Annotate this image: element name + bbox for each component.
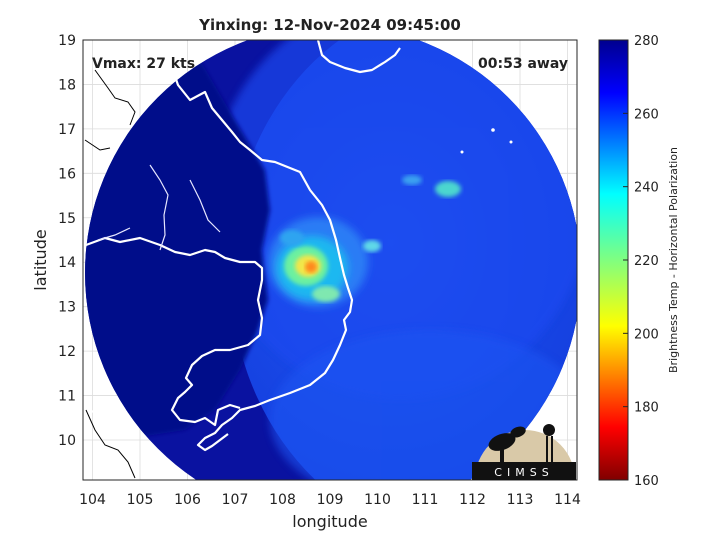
y-tick-label: 10 bbox=[58, 433, 76, 449]
y-tick-label: 15 bbox=[58, 211, 76, 227]
x-axis-label: longitude bbox=[292, 512, 367, 531]
y-axis-label: latitude bbox=[31, 229, 50, 290]
x-tick-labels: 104 105 106 107 108 109 110 111 112 113 114 bbox=[79, 492, 581, 508]
y-tick-label: 11 bbox=[58, 389, 76, 405]
colorbar-label: Brightness Temp - Horizontal Polarizatio… bbox=[667, 147, 680, 373]
y-tick-label: 18 bbox=[58, 77, 76, 93]
cimss-logo: CIMSS bbox=[472, 424, 576, 480]
y-tick-labels: 19 18 17 16 15 14 13 12 11 10 bbox=[58, 33, 76, 449]
satellite-dish-icon bbox=[488, 426, 526, 462]
x-tick-label: 107 bbox=[222, 492, 249, 508]
x-tick-label: 114 bbox=[554, 492, 581, 508]
y-tick-label: 16 bbox=[58, 166, 76, 182]
colorbar-tick-label: 260 bbox=[634, 107, 659, 122]
y-tick-label: 14 bbox=[58, 255, 76, 271]
x-tick-label: 112 bbox=[459, 492, 486, 508]
x-tick-label: 109 bbox=[317, 492, 344, 508]
colorbar-tick-label: 160 bbox=[634, 474, 659, 489]
map-plot-area bbox=[83, 40, 577, 480]
colorbar-tick-label: 220 bbox=[634, 254, 659, 269]
chart-title: Yinxing: 12-Nov-2024 09:45:00 bbox=[198, 16, 461, 34]
x-tick-label: 108 bbox=[269, 492, 296, 508]
y-tick-label: 19 bbox=[58, 33, 76, 49]
colorbar-tick-label: 180 bbox=[634, 401, 659, 416]
y-tick-label: 13 bbox=[58, 300, 76, 316]
y-tick-label: 12 bbox=[58, 344, 76, 360]
island-markers bbox=[460, 128, 513, 154]
colorbar-tick-label: 280 bbox=[634, 34, 659, 49]
x-tick-label: 111 bbox=[412, 492, 439, 508]
x-tick-label: 113 bbox=[507, 492, 534, 508]
colorbar-tick-labels: 280 260 240 220 200 180 160 bbox=[623, 34, 659, 489]
storm-convection bbox=[268, 175, 461, 307]
colorbar: 280 260 240 220 200 180 160 Brightness Temp - … bbox=[598, 34, 680, 489]
x-tick-label: 104 bbox=[79, 492, 106, 508]
vmax-label: Vmax: 27 kts bbox=[92, 56, 195, 72]
x-tick-label: 105 bbox=[127, 492, 154, 508]
time-away-label: 00:53 away bbox=[478, 56, 568, 72]
y-tick-label: 17 bbox=[58, 122, 76, 138]
axes-frame bbox=[82, 39, 578, 481]
x-tick-label: 106 bbox=[174, 492, 201, 508]
interior-borders bbox=[97, 164, 221, 251]
coastline bbox=[83, 40, 401, 452]
water-tower-icon bbox=[543, 424, 555, 462]
colorbar-tick-label: 200 bbox=[634, 327, 659, 342]
cimss-logo-text: CIMSS bbox=[494, 466, 553, 479]
colorbar-tick-label: 240 bbox=[634, 181, 659, 196]
x-tick-label: 110 bbox=[364, 492, 391, 508]
land-borders bbox=[84, 69, 136, 479]
